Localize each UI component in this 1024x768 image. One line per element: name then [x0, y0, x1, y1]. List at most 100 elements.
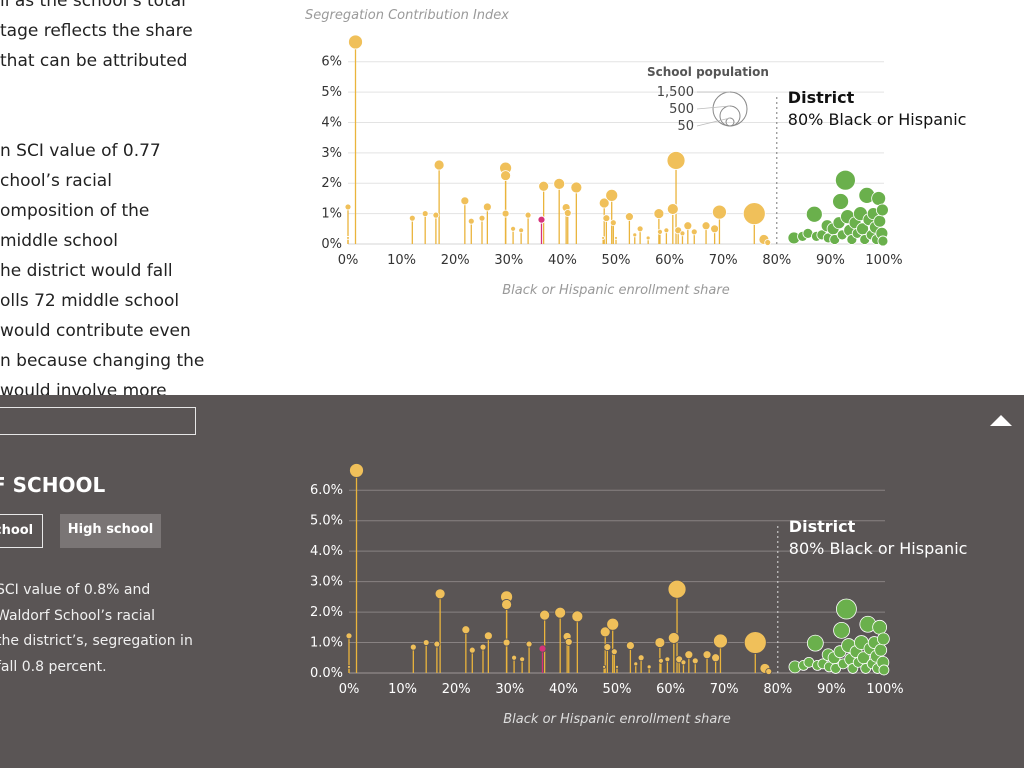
school-point: [483, 631, 493, 641]
panel-text-line: Waldorf School’s racial: [0, 607, 156, 624]
school-point: [610, 648, 618, 656]
y-tick-label: 1%: [321, 207, 342, 222]
school-point: [606, 617, 620, 631]
x-tick-label: 100%: [866, 682, 903, 697]
y-tick-label: 3.0%: [310, 575, 343, 590]
school-point: [518, 227, 525, 234]
article-line: he district would fall: [0, 261, 173, 281]
y-tick-label: 5.0%: [310, 514, 343, 529]
school-point: [563, 209, 572, 217]
x-tick-label: 0%: [338, 253, 359, 268]
school-point: [538, 180, 550, 192]
school-point: [599, 626, 611, 638]
school-point: [602, 665, 607, 669]
x-tick-label: 90%: [817, 682, 846, 697]
school-point: [468, 646, 476, 654]
school-point: [679, 230, 686, 237]
article-line: would contribute even: [0, 321, 191, 341]
x-tick-label: 100%: [865, 253, 902, 268]
school-point: [680, 659, 687, 666]
school-point: [871, 191, 887, 206]
high-school-button[interactable]: High school: [60, 514, 161, 548]
school-point: [874, 643, 888, 657]
bottom-scatter-chart: 0.0% 1.0% 2.0% 3.0% 4.0% 5.0% 6.0% 0% 10% 20% 30% 4…: [310, 463, 967, 727]
school-point: [408, 214, 416, 222]
x-tick-label: 30%: [495, 682, 524, 697]
district-sublabel: 80% Black or Hispanic: [788, 110, 967, 129]
school-search-input[interactable]: [0, 407, 196, 435]
school-point: [645, 235, 651, 241]
collapse-up-icon[interactable]: [990, 415, 1012, 426]
school-point: [764, 239, 772, 246]
x-tick-label: 70%: [709, 253, 738, 268]
school-point: [633, 661, 639, 667]
school-point: [876, 632, 890, 646]
school-point: [877, 235, 889, 247]
school-point: [713, 633, 728, 649]
school-point: [538, 644, 547, 653]
chart-title: Segregation Contribution Index: [305, 8, 509, 23]
panel-text-line: SCI value of 0.8% and: [0, 582, 151, 598]
x-tick-label: 70%: [710, 682, 739, 697]
y-tick-label: 0%: [321, 237, 342, 252]
school-point: [501, 599, 512, 610]
article-line: tage reflects the share: [0, 21, 193, 41]
middle-school-button[interactable]: chool: [0, 514, 43, 548]
x-tick-label: 80%: [763, 682, 792, 697]
school-point: [421, 210, 429, 218]
article-line: olls 72 middle school: [0, 291, 180, 311]
article: ll as the school’s total tage reflects th…: [0, 0, 967, 395]
school-point: [873, 214, 887, 228]
school-point: [346, 236, 350, 240]
x-axis-label: Black or Hispanic enrollment share: [502, 283, 729, 298]
article-body: ll as the school’s total tage reflects th…: [0, 0, 210, 395]
y-tick-label: 0.0%: [310, 666, 343, 681]
school-point: [422, 639, 430, 646]
school-point: [666, 151, 686, 170]
school-point: [537, 215, 546, 224]
school-point: [345, 632, 353, 640]
top-scatter-chart: 0% 1% 2% 3% 4% 5% 6% 0% 10% 20% 30% 40% 50% 60% 70% 80%…: [321, 34, 967, 298]
panel-heading: F SCHOOL: [0, 473, 106, 497]
school-point: [632, 232, 638, 238]
size-legend-leader: [696, 117, 731, 127]
x-tick-label: 0%: [339, 682, 360, 697]
y-tick-label: 1.0%: [310, 636, 343, 651]
school-point: [657, 228, 663, 235]
school-point: [625, 212, 634, 222]
article-line: n SCI value of 0.77: [0, 141, 161, 161]
school-point: [478, 214, 486, 222]
school-point: [663, 227, 670, 234]
school-point: [664, 656, 671, 663]
school-point: [833, 621, 850, 639]
size-legend-value: 50: [677, 119, 694, 134]
panel-text-line: the district’s, segregation in: [0, 633, 193, 649]
school-point: [666, 203, 679, 215]
school-point: [482, 202, 492, 212]
school-point: [614, 236, 618, 240]
school-point: [691, 657, 699, 665]
size-legend-value: 1,500: [657, 85, 694, 100]
x-tick-label: 60%: [655, 253, 684, 268]
school-point: [710, 224, 720, 234]
school-point: [347, 665, 351, 669]
school-point: [712, 204, 727, 220]
school-point: [701, 221, 711, 231]
school-point: [690, 228, 698, 236]
x-tick-label: 60%: [656, 682, 685, 697]
district-label: District: [789, 517, 856, 536]
article-line: n because changing the: [0, 351, 205, 371]
x-tick-label: 10%: [388, 682, 417, 697]
school-point: [806, 634, 824, 652]
school-point: [805, 205, 823, 223]
y-tick-label: 5%: [321, 85, 342, 100]
school-point: [654, 637, 666, 648]
school-point: [637, 654, 645, 662]
x-tick-label: 20%: [442, 682, 471, 697]
school-point: [502, 638, 511, 647]
school-point: [609, 219, 617, 227]
school-point: [461, 625, 471, 635]
y-tick-label: 4.0%: [310, 544, 343, 559]
school-point: [658, 657, 664, 664]
school-point: [667, 579, 687, 599]
